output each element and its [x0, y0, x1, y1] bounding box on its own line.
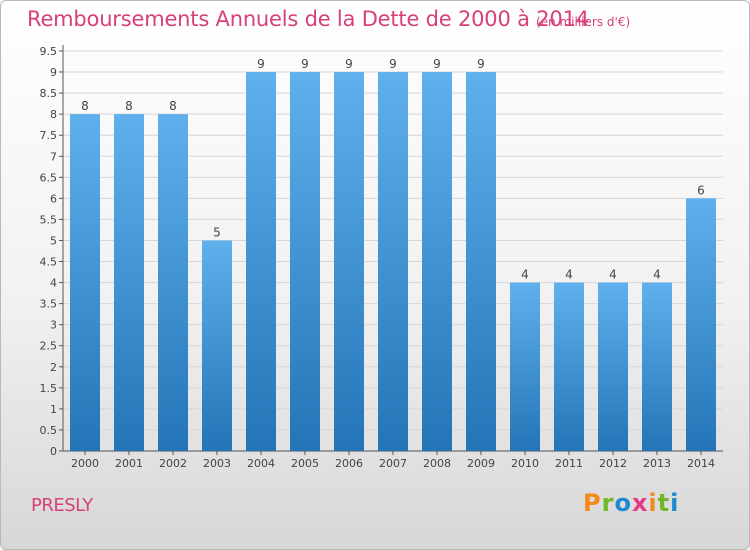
data-label-2009: 9 — [477, 57, 485, 71]
x-tick-label-2011: 2011 — [555, 457, 583, 470]
bar-2012 — [598, 282, 628, 451]
y-tick-label: 4.5 — [40, 256, 58, 269]
y-tick-label: 1.5 — [40, 382, 58, 395]
y-tick-label: 1 — [50, 403, 57, 416]
data-label-2012: 4 — [609, 268, 617, 282]
logo-letter: o — [614, 489, 632, 517]
data-label-2000: 8 — [81, 99, 89, 113]
x-tick-label-2000: 2000 — [71, 457, 99, 470]
y-tick-label: 0.5 — [40, 424, 58, 437]
data-label-2008: 9 — [433, 57, 441, 71]
data-label-2010: 4 — [521, 268, 529, 282]
y-tick-label: 2 — [50, 361, 57, 374]
logo-letter: r — [601, 489, 615, 517]
bar-2010 — [510, 282, 540, 451]
data-label-2011: 4 — [565, 268, 573, 282]
y-tick-label: 8 — [50, 108, 57, 121]
bar-2007 — [378, 72, 408, 451]
data-label-2001: 8 — [125, 99, 133, 113]
x-tick-label-2002: 2002 — [159, 457, 187, 470]
y-tick-label: 5.5 — [40, 213, 58, 226]
y-tick-label: 0 — [50, 445, 57, 458]
y-tick-label: 4 — [50, 277, 57, 290]
bars — [70, 72, 716, 451]
bar-2001 — [114, 114, 144, 451]
x-tick-label-2008: 2008 — [423, 457, 451, 470]
bar-2000 — [70, 114, 100, 451]
y-tick-label: 7 — [50, 150, 57, 163]
chart-title: Remboursements Annuels de la Dette de 20… — [27, 7, 589, 31]
logo-letter: i — [648, 489, 658, 517]
bar-2013 — [642, 282, 672, 451]
y-tick-label: 8.5 — [40, 87, 58, 100]
logo-letter: x — [631, 489, 649, 517]
data-label-2007: 9 — [389, 57, 397, 71]
y-tick-label: 3.5 — [40, 298, 58, 311]
data-labels: 8 8 8 5 9 9 9 9 9 9 4 4 4 4 6 — [81, 57, 705, 282]
y-tick-label: 2.5 — [40, 340, 58, 353]
data-label-2006: 9 — [345, 57, 353, 71]
data-label-2002: 8 — [169, 99, 177, 113]
x-tick-label-2005: 2005 — [291, 457, 319, 470]
bar-2014 — [686, 198, 716, 451]
data-label-2014: 6 — [697, 183, 705, 197]
bar-2003 — [202, 240, 232, 451]
y-tick-label: 9.5 — [40, 45, 58, 58]
x-tick-label-2007: 2007 — [379, 457, 407, 470]
logo-letter: t — [657, 489, 671, 517]
y-tick-labels: 0 0.5 1 1.5 2 2.5 3 3.5 4 4.5 5 5.5 6 6.5 7 7.5 8 8.5 9 9.5 — [40, 45, 58, 458]
bar-2011 — [554, 282, 584, 451]
x-tick-label-2006: 2006 — [335, 457, 363, 470]
bar-2008 — [422, 72, 452, 451]
bar-2005 — [290, 72, 320, 451]
x-tick-label-2004: 2004 — [247, 457, 275, 470]
x-tick-labels: 2000 2001 2002 2003 2004 2005 2006 2007 2008 2009… — [71, 457, 715, 470]
bar-2004 — [246, 72, 276, 451]
proxiti-logo: Proxiti — [583, 489, 679, 517]
x-tick-label-2010: 2010 — [511, 457, 539, 470]
x-tick-label-2014: 2014 — [687, 457, 715, 470]
x-tick-label-2012: 2012 — [599, 457, 627, 470]
y-tick-label: 5 — [50, 234, 57, 247]
x-tick-label-2009: 2009 — [467, 457, 495, 470]
bar-2006 — [334, 72, 364, 451]
logo-letter: i — [670, 489, 680, 517]
data-label-2005: 9 — [301, 57, 309, 71]
bar-2009 — [466, 72, 496, 451]
data-label-2013: 4 — [653, 268, 661, 282]
data-label-2004: 9 — [257, 57, 265, 71]
y-tick-label: 6.5 — [40, 171, 58, 184]
y-tick-label: 3 — [50, 319, 57, 332]
x-tick-label-2013: 2013 — [643, 457, 671, 470]
data-label-2003: 5 — [213, 225, 221, 239]
x-tick-label-2001: 2001 — [115, 457, 143, 470]
unit-label: (en milliers d'€) — [536, 15, 631, 29]
bar-2002 — [158, 114, 188, 451]
logo-letter: P — [583, 489, 602, 517]
x-tick-label-2003: 2003 — [203, 457, 231, 470]
y-tick-label: 7.5 — [40, 129, 58, 142]
y-tick-label: 9 — [50, 66, 57, 79]
commune-name: PRESLY — [31, 495, 93, 516]
y-tick-label: 6 — [50, 192, 57, 205]
